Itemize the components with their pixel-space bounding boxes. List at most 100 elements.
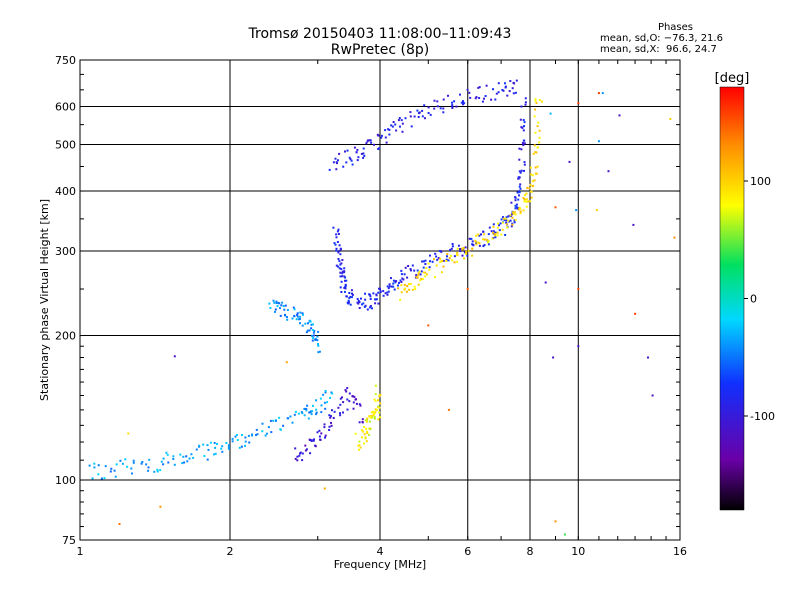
echo-point xyxy=(172,458,175,460)
echo-point xyxy=(350,159,353,162)
echo-point xyxy=(369,139,372,142)
echo-point xyxy=(465,250,467,253)
echo-point xyxy=(386,285,389,288)
echo-point xyxy=(384,129,387,132)
echo-point xyxy=(179,453,182,456)
echo-point xyxy=(172,455,175,458)
echo-point xyxy=(294,410,297,413)
echo-point xyxy=(523,200,526,203)
echo-point xyxy=(241,434,243,436)
echo-point xyxy=(357,300,360,302)
echo-point xyxy=(369,428,372,431)
echo-point xyxy=(433,258,435,261)
echo-point xyxy=(411,264,414,267)
echo-point xyxy=(293,308,296,311)
echo-point xyxy=(186,460,189,463)
echo-point xyxy=(415,276,418,278)
echo-point xyxy=(231,440,234,443)
echo-point xyxy=(509,80,512,82)
echo-point xyxy=(497,91,500,94)
echo-point xyxy=(515,79,518,82)
echo-point xyxy=(309,452,312,455)
echo-point xyxy=(363,305,366,308)
echo-point xyxy=(416,109,419,112)
echo-point xyxy=(93,466,96,469)
echo-point xyxy=(343,286,346,289)
echo-point xyxy=(440,250,443,253)
echo-point xyxy=(358,444,361,447)
echo-point xyxy=(255,434,257,436)
echo-point xyxy=(477,241,480,244)
echo-point xyxy=(461,247,464,250)
echo-point xyxy=(467,249,470,252)
echo-point xyxy=(182,455,185,458)
echo-point xyxy=(311,329,314,331)
y-tick-label: 500 xyxy=(55,139,76,152)
echo-point xyxy=(421,278,424,281)
echo-point xyxy=(337,228,340,231)
echo-point xyxy=(466,254,469,257)
echo-point xyxy=(497,222,499,225)
echo-point xyxy=(332,161,335,164)
echo-point xyxy=(395,129,398,132)
echo-point xyxy=(190,453,193,456)
echo-point xyxy=(492,225,495,228)
echo-point xyxy=(498,224,500,227)
echo-point xyxy=(418,111,421,114)
echo-point xyxy=(126,465,129,468)
echo-point xyxy=(511,216,514,219)
echo-point xyxy=(337,265,340,268)
echo-point xyxy=(468,237,471,240)
echo-point xyxy=(380,136,383,139)
echo-point xyxy=(475,96,478,99)
echo-point xyxy=(523,142,526,145)
echo-point xyxy=(301,452,304,455)
echo-point xyxy=(422,271,425,274)
echo-point xyxy=(339,275,342,278)
echo-point xyxy=(523,169,525,172)
echo-point xyxy=(195,448,198,451)
echo-point xyxy=(336,230,339,233)
echo-point xyxy=(439,107,442,110)
echo-point xyxy=(132,461,135,464)
echo-point xyxy=(431,260,434,263)
echo-point xyxy=(529,190,532,193)
echo-point xyxy=(455,105,458,108)
echo-point xyxy=(346,408,349,411)
echo-point xyxy=(447,259,450,262)
echo-point xyxy=(368,415,371,418)
isolated-echo-point xyxy=(552,356,555,359)
echo-point xyxy=(358,440,361,443)
echo-point xyxy=(485,84,488,87)
echo-point xyxy=(147,466,150,469)
echo-point xyxy=(522,119,525,121)
echo-point xyxy=(533,144,536,147)
echo-point xyxy=(380,134,383,137)
echo-point xyxy=(121,462,124,465)
echo-point xyxy=(442,98,445,101)
echo-point xyxy=(374,302,377,305)
echo-point xyxy=(434,252,437,255)
echo-point xyxy=(498,229,501,232)
echo-point xyxy=(362,430,365,433)
echo-point xyxy=(458,248,461,250)
echo-point xyxy=(504,234,507,236)
echo-point xyxy=(328,429,331,431)
echo-point xyxy=(357,302,360,305)
echo-point xyxy=(475,243,478,246)
y-tick-label: 750 xyxy=(55,54,76,67)
chart-title-block: Tromsø 20150403 11:08:00–11:09:43 RwPret… xyxy=(230,26,530,58)
echo-point xyxy=(532,152,535,155)
echo-point xyxy=(487,233,490,236)
echo-point xyxy=(400,273,403,276)
echo-point xyxy=(341,270,344,273)
echo-point xyxy=(372,292,375,295)
echo-point xyxy=(490,98,493,101)
isolated-echo-point xyxy=(601,92,604,95)
echo-point xyxy=(519,183,522,186)
echo-point xyxy=(220,447,223,450)
echo-point xyxy=(465,252,468,255)
echo-point xyxy=(518,170,521,173)
echo-point xyxy=(349,295,352,298)
echo-point xyxy=(519,207,522,210)
